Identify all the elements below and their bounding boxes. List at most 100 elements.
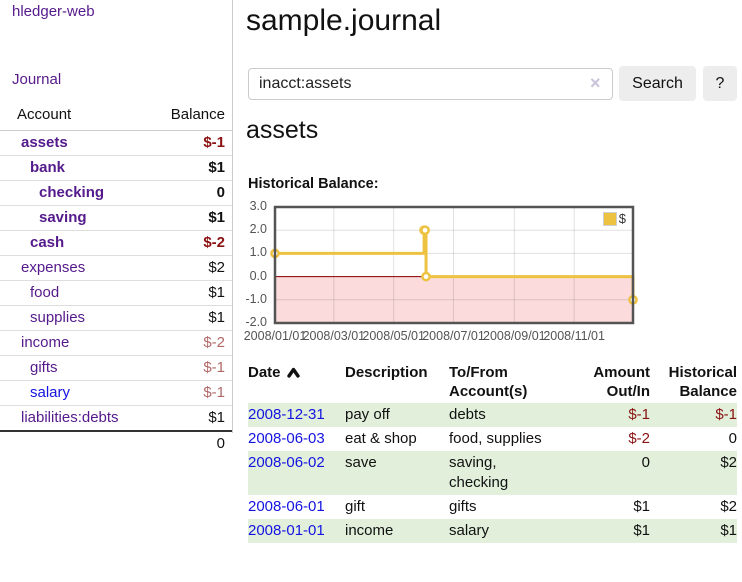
account-link[interactable]: bank (30, 159, 65, 176)
account-cell: saving (0, 206, 153, 231)
account-link[interactable]: assets (21, 134, 68, 151)
accounts-table: Account Balance assets$-1bank$1checking0… (0, 102, 232, 456)
search-input[interactable] (248, 68, 613, 100)
transaction-historical-balance: $2 (650, 495, 737, 519)
transaction-date-cell: 2008-12-31 (248, 403, 345, 427)
transaction-date-link[interactable]: 2008-06-02 (248, 454, 325, 471)
account-row: salary $-1 (0, 381, 232, 406)
transaction-date-link[interactable]: 2008-12-31 (248, 406, 325, 423)
y-tick-label: -2.0 (227, 315, 267, 329)
accounts-total-spacer (0, 431, 153, 456)
transaction-historical-balance: 0 (650, 427, 737, 451)
register-header-date[interactable]: Date (248, 361, 345, 403)
account-link[interactable]: income (21, 334, 69, 351)
legend-swatch-icon (603, 212, 617, 226)
transaction-description: gift (345, 495, 449, 519)
help-button[interactable]: ? (703, 66, 737, 101)
account-link[interactable]: food (30, 284, 59, 301)
account-row: income $-2 (0, 331, 232, 356)
register-header-accounts: To/From Account(s) (449, 361, 577, 403)
transaction-historical-balance: $-1 (650, 403, 737, 427)
account-cell: gifts (0, 356, 153, 381)
app-title-link[interactable]: hledger-web (12, 3, 95, 20)
account-cell: bank (0, 156, 153, 181)
account-link[interactable]: checking (39, 184, 104, 201)
account-row: saving $1 (0, 206, 232, 231)
legend-label: $ (619, 211, 626, 226)
account-balance: $-1 (153, 131, 232, 156)
transaction-description: save (345, 451, 449, 495)
account-row: gifts $-1 (0, 356, 232, 381)
register-header-amount: Amount Out/In (577, 361, 650, 403)
account-balance: $1 (153, 206, 232, 231)
account-balance: $-1 (153, 356, 232, 381)
transaction-amount: $-1 (577, 403, 650, 427)
sidebar-item-journal[interactable]: Journal (12, 71, 61, 88)
register-row: 2008-06-03eat & shopfood, supplies$-20 (248, 427, 737, 451)
account-cell: income (0, 331, 153, 356)
transaction-description: income (345, 519, 449, 543)
y-tick-label: 1.0 (227, 245, 267, 259)
account-cell: cash (0, 231, 153, 256)
chart-legend: $ (601, 210, 628, 227)
account-row: checking0 (0, 181, 232, 206)
transaction-amount: $1 (577, 495, 650, 519)
account-link[interactable]: saving (39, 209, 87, 226)
transaction-amount: $1 (577, 519, 650, 543)
transaction-date-link[interactable]: 2008-06-01 (248, 498, 325, 515)
clear-search-icon[interactable]: × (590, 74, 601, 92)
accounts-total-row: 0 (0, 431, 232, 456)
chart-title: Historical Balance: (248, 176, 379, 192)
account-balance: $-1 (153, 381, 232, 406)
transaction-amount: $-2 (577, 427, 650, 451)
register-row: 2008-06-01 giftgifts$1$2 (248, 495, 737, 519)
account-cell: supplies (0, 306, 153, 331)
account-row: bank$1 (0, 156, 232, 181)
account-balance: $-2 (153, 331, 232, 356)
register-header-date-label: Date (248, 364, 281, 381)
account-link[interactable]: salary (30, 384, 70, 401)
transaction-historical-balance: $1 (650, 519, 737, 543)
y-tick-label: -1.0 (227, 292, 267, 306)
register-header-description: Description (345, 361, 449, 403)
accounts-header-account: Account (0, 102, 153, 131)
transaction-date-cell: 2008-06-01 (248, 495, 345, 519)
account-balance: $1 (153, 281, 232, 306)
transaction-date-cell: 2008-01-01 (248, 519, 345, 543)
account-row: liabilities:debts $1 (0, 406, 232, 432)
x-tick-label: 2008/11/01 (534, 329, 614, 343)
account-row: assets $-1 (0, 131, 232, 156)
register-row: 2008-06-02savesaving, checking0$2 (248, 451, 737, 495)
transaction-historical-balance: $2 (650, 451, 737, 495)
account-link[interactable]: supplies (30, 309, 85, 326)
transaction-date-cell: 2008-06-02 (248, 451, 345, 495)
transaction-description: pay off (345, 403, 449, 427)
account-link[interactable]: gifts (30, 359, 58, 376)
transaction-accounts: gifts (449, 495, 577, 519)
account-cell: expenses (0, 256, 153, 281)
page-title: sample.journal (246, 0, 441, 42)
account-balance: $-2 (153, 231, 232, 256)
transaction-amount: 0 (577, 451, 650, 495)
register-header-row: Date Description To/From Account(s) Amou… (248, 361, 737, 403)
chart-canvas (275, 207, 633, 323)
y-tick-label: 2.0 (227, 222, 267, 236)
account-cell: salary (0, 381, 153, 406)
account-balance: $2 (153, 256, 232, 281)
transaction-accounts: salary (449, 519, 577, 543)
account-link[interactable]: expenses (21, 259, 85, 276)
account-cell: food (0, 281, 153, 306)
register-row: 2008-01-01incomesalary$1$1 (248, 519, 737, 543)
transaction-accounts: food, supplies (449, 427, 577, 451)
register-table: Date Description To/From Account(s) Amou… (248, 361, 737, 543)
transaction-date-link[interactable]: 2008-06-03 (248, 430, 325, 447)
account-cell: assets (0, 131, 153, 156)
transaction-date-link[interactable]: 2008-01-01 (248, 522, 325, 539)
account-balance: $1 (153, 406, 232, 432)
search-button[interactable]: Search (619, 66, 696, 101)
account-link[interactable]: liabilities:debts (21, 409, 119, 426)
y-tick-label: 3.0 (227, 199, 267, 213)
account-cell: liabilities:debts (0, 406, 153, 432)
accounts-header-balance: Balance (153, 102, 232, 131)
account-link[interactable]: cash (30, 234, 64, 251)
